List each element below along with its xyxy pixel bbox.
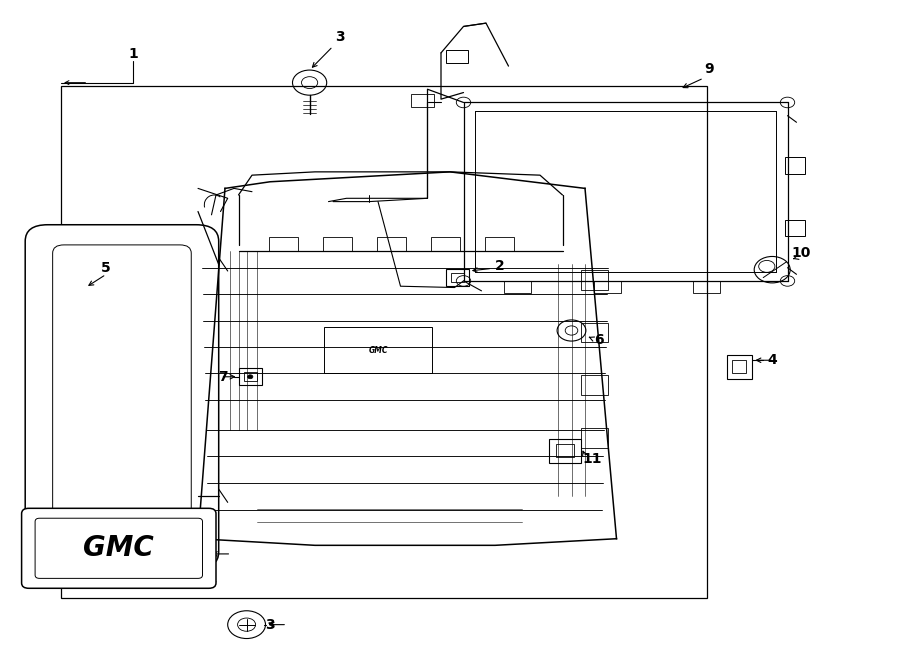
Bar xyxy=(732,360,746,373)
Bar xyxy=(323,237,352,251)
Bar xyxy=(580,323,608,342)
Bar xyxy=(377,237,406,251)
Bar xyxy=(504,281,531,293)
Text: 7: 7 xyxy=(219,369,228,384)
Bar xyxy=(785,219,805,237)
Bar xyxy=(269,237,298,251)
Text: 11: 11 xyxy=(582,452,602,467)
Bar xyxy=(451,273,464,282)
Text: 4: 4 xyxy=(768,353,777,368)
Bar xyxy=(446,269,469,286)
Text: 9: 9 xyxy=(705,62,714,77)
Text: 10: 10 xyxy=(791,245,811,260)
Bar xyxy=(485,237,514,251)
Bar xyxy=(446,50,468,63)
Bar xyxy=(580,428,608,448)
Bar xyxy=(594,281,621,293)
FancyBboxPatch shape xyxy=(22,508,216,588)
Bar xyxy=(324,327,432,373)
Bar xyxy=(411,94,434,107)
Bar xyxy=(727,355,752,379)
Bar xyxy=(580,375,608,395)
Bar xyxy=(549,439,581,463)
Text: 2: 2 xyxy=(495,258,504,273)
Text: 6: 6 xyxy=(594,333,603,348)
Bar xyxy=(238,368,262,385)
Bar xyxy=(556,444,574,457)
Bar xyxy=(431,237,460,251)
Text: GMC: GMC xyxy=(84,534,154,563)
Circle shape xyxy=(248,375,253,379)
Text: 3: 3 xyxy=(266,617,275,632)
Bar xyxy=(785,157,805,174)
Text: 1: 1 xyxy=(129,47,138,61)
Bar xyxy=(693,281,720,293)
Text: 8: 8 xyxy=(189,568,198,582)
Bar xyxy=(580,270,608,290)
Bar xyxy=(61,86,707,598)
Bar xyxy=(244,372,256,381)
Text: 5: 5 xyxy=(102,260,111,275)
Text: 3: 3 xyxy=(336,30,345,44)
FancyBboxPatch shape xyxy=(25,225,219,568)
Text: GMC: GMC xyxy=(368,346,388,355)
